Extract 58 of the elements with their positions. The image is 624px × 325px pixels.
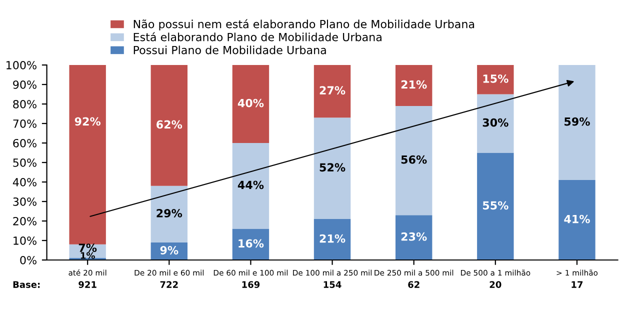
bar [232, 65, 270, 143]
text: 921 [78, 281, 96, 288]
data-label: 56% [401, 155, 427, 164]
bar [477, 94, 514, 153]
data-label: 1% [80, 252, 95, 259]
text: Base: [13, 281, 40, 288]
data-label: 55% [482, 201, 508, 210]
text: 722 [160, 281, 178, 288]
bar [69, 65, 106, 244]
bar [395, 215, 432, 260]
bar [558, 180, 596, 260]
bar [477, 152, 514, 260]
y-tick-label: 20% [13, 216, 36, 226]
text: 169 [242, 281, 260, 288]
text: 17 [572, 281, 583, 288]
y-tick-label: 70% [13, 119, 36, 128]
data-label: 16% [238, 239, 264, 248]
data-label: 52% [320, 163, 346, 172]
data-label: 44% [238, 180, 264, 190]
text: 62 [408, 281, 420, 288]
bar [314, 219, 351, 260]
bar [395, 106, 432, 216]
y-tick-label: 90% [13, 80, 36, 89]
y-tick-label: 40% [12, 178, 36, 186]
data-label: 15% [483, 74, 508, 83]
bar [314, 118, 351, 220]
data-label: 92% [74, 117, 101, 126]
data-label: 40% [238, 98, 264, 108]
data-label: 9% [160, 246, 178, 254]
text: 20 [490, 281, 502, 288]
text: 154 [324, 281, 342, 288]
legend-label: Não possui nem está elaborando Plano de Mobilidade Urbana [134, 19, 474, 30]
data-label: 30% [482, 118, 508, 127]
data-label: 62% [156, 120, 182, 129]
data-label: 21% [320, 234, 346, 243]
y-tick-label: 50% [13, 158, 36, 167]
bar [558, 65, 596, 180]
y-tick-label: 100% [6, 60, 36, 70]
data-label: 7% [78, 244, 97, 252]
bar [150, 186, 188, 242]
y-tick-label: 80% [13, 100, 36, 108]
data-label: 21% [401, 80, 427, 89]
y-tick-label: 30% [13, 197, 36, 206]
bar [477, 65, 514, 94]
bar [232, 143, 270, 229]
data-label: 29% [156, 208, 182, 218]
y-tick-label: 0% [20, 256, 36, 264]
data-label: 27% [320, 86, 346, 95]
bar [314, 65, 351, 118]
legend-label: Possui Plano de Mobilidade Urbana [134, 46, 326, 54]
bar [395, 65, 432, 106]
legend-label: Está elaborando Plano de Mobilidade Urbana [134, 32, 382, 42]
y-tick-label: 60% [13, 138, 36, 148]
y-tick-label: 10% [14, 236, 36, 245]
data-label: 41% [564, 214, 590, 224]
data-label: 59% [564, 117, 590, 126]
bar [150, 65, 188, 186]
data-label: 23% [401, 232, 427, 241]
